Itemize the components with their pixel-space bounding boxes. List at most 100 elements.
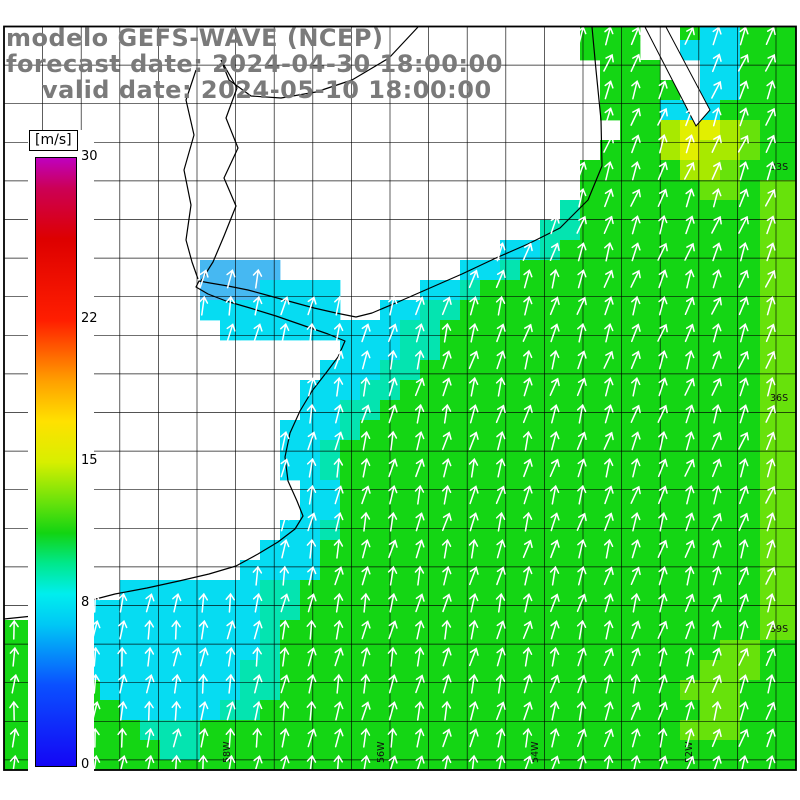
wind-cell (640, 280, 661, 301)
wind-arrow (712, 242, 722, 262)
wind-arrow (469, 566, 479, 586)
wind-cell (440, 720, 461, 741)
wind-arrow (522, 620, 533, 640)
wind-cell (300, 620, 321, 641)
wind-cell (720, 560, 741, 581)
wind-cell (680, 200, 701, 221)
wind-cell (540, 360, 561, 381)
wind-cell (500, 600, 521, 621)
wind-cell (760, 500, 781, 521)
wind-cell (300, 760, 321, 770)
wind-arrow (685, 269, 695, 289)
wind-arrow (739, 674, 749, 694)
wind-cell (420, 760, 441, 770)
wind-arrow (631, 161, 641, 181)
wind-cell (480, 620, 501, 641)
wind-cell (120, 780, 140, 800)
wind-cell (520, 500, 541, 521)
wind-cell (620, 660, 641, 681)
wind-cell (680, 440, 701, 461)
wind-arrow (631, 376, 641, 397)
wind-arrow (361, 701, 371, 721)
wind-arrow (657, 323, 668, 342)
wind-arrow (468, 269, 479, 289)
wind-cell (520, 520, 541, 541)
wind-cell (260, 560, 281, 581)
wind-arrow (738, 728, 749, 747)
wind-arrow (766, 215, 776, 235)
wind-arrow (388, 377, 398, 397)
wind-cell (780, 780, 800, 800)
wind-cell (260, 700, 281, 721)
wind-cell (540, 460, 561, 481)
wind-cell (560, 400, 581, 421)
wind-cell (420, 480, 441, 501)
wind-cell (660, 620, 681, 641)
wind-cell (60, 780, 80, 800)
wind-arrow (495, 485, 506, 505)
wind-cell (600, 140, 621, 161)
wind-arrow (576, 512, 587, 531)
wind-cell (640, 760, 661, 770)
wind-cell (740, 300, 761, 321)
wind-arrow (604, 188, 614, 208)
wind-cell (760, 580, 781, 601)
wind-cell (320, 760, 341, 770)
wind-cell (600, 460, 621, 481)
wind-arrow (414, 700, 425, 721)
wind-cell (260, 260, 281, 281)
wind-cell (480, 720, 501, 741)
wind-arrow (253, 700, 263, 721)
wind-arrow (199, 647, 209, 667)
wind-cell (400, 740, 421, 761)
wind-cell (440, 500, 461, 521)
wind-cell (740, 420, 761, 441)
wind-cell (640, 240, 661, 261)
wind-cell (640, 440, 661, 461)
wind-arrow (280, 458, 290, 478)
wind-cell (720, 480, 741, 501)
wind-cell (160, 760, 181, 770)
wind-arrow (361, 646, 371, 667)
wind-arrow (414, 565, 425, 586)
wind-arrow (198, 673, 208, 694)
wind-arrow (468, 673, 479, 694)
wind-cell (700, 360, 721, 381)
wind-cell (320, 600, 341, 621)
wind-cell (420, 440, 441, 461)
wind-arrow (469, 322, 479, 343)
wind-arrow (604, 377, 614, 397)
wind-cell (780, 740, 796, 761)
wind-arrow (658, 593, 668, 613)
wind-arrow (604, 296, 614, 316)
wind-arrow (468, 376, 479, 397)
wind-cell (580, 240, 601, 261)
wind-cell (640, 100, 661, 121)
wind-cell (400, 340, 421, 361)
wind-cell (240, 780, 260, 800)
wind-cell (280, 560, 301, 581)
wind-cell (540, 760, 561, 770)
wind-cell (400, 480, 421, 501)
wind-cell (560, 360, 581, 381)
wind-arrow (280, 674, 290, 694)
wind-cell (640, 660, 661, 681)
wind-cell (560, 220, 581, 241)
wind-arrow (712, 188, 722, 208)
wind-cell (140, 760, 161, 770)
wind-cell (480, 560, 501, 581)
wind-cell (640, 200, 661, 221)
wind-cell (680, 580, 701, 601)
wind-arrow (738, 647, 749, 666)
wind-arrow (712, 350, 722, 370)
wind-cell (560, 480, 581, 501)
wind-arrow (10, 673, 20, 694)
colorbar: [m/s] 30 22 15 8 0 (28, 130, 98, 780)
wind-cell (760, 380, 781, 401)
wind-cell (660, 380, 681, 401)
wind-arrow (442, 593, 452, 613)
wind-cell (520, 260, 541, 281)
wind-arrow (765, 485, 776, 504)
wind-arrow (549, 674, 560, 694)
wind-cell (540, 520, 561, 541)
